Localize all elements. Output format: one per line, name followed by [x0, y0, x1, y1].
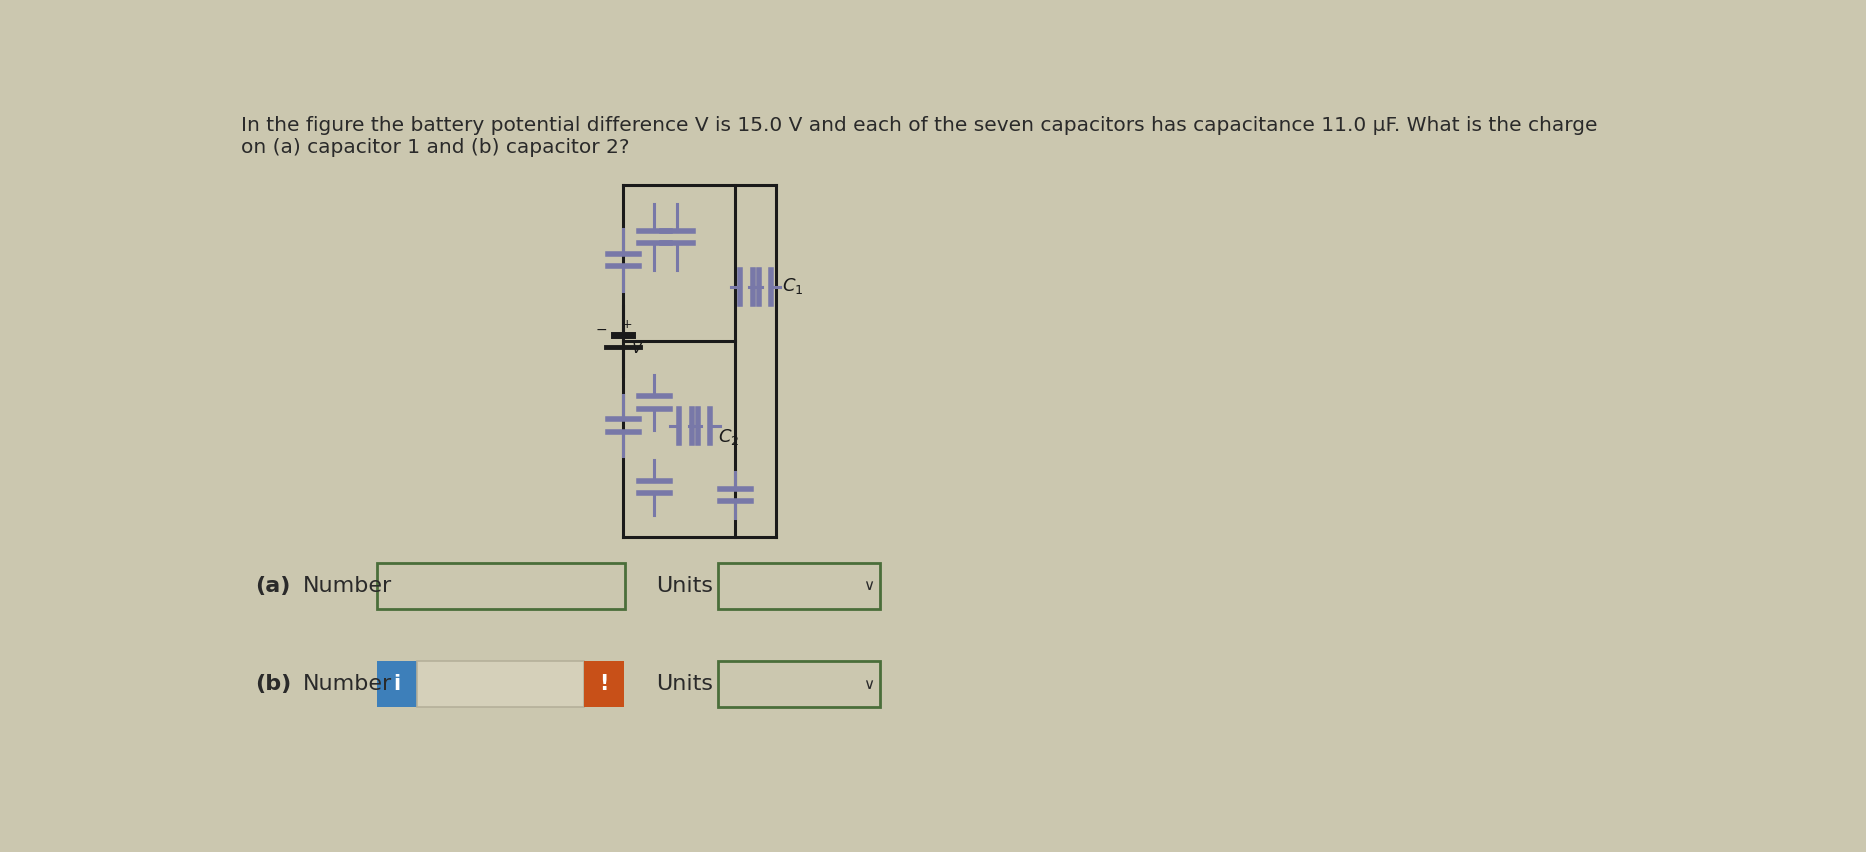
- FancyBboxPatch shape: [377, 661, 416, 707]
- FancyBboxPatch shape: [584, 661, 623, 707]
- FancyBboxPatch shape: [718, 661, 881, 707]
- Text: Units: Units: [655, 675, 713, 694]
- Text: !: !: [599, 675, 608, 694]
- Text: In the figure the battery potential difference V is 15.0 V and each of the seven: In the figure the battery potential diff…: [241, 116, 1597, 135]
- Text: $C_1$: $C_1$: [782, 275, 804, 296]
- Text: Number: Number: [302, 675, 392, 694]
- Text: +: +: [621, 318, 633, 331]
- Text: i: i: [394, 675, 401, 694]
- Text: −: −: [595, 323, 606, 337]
- FancyBboxPatch shape: [416, 661, 584, 707]
- FancyBboxPatch shape: [718, 562, 881, 609]
- FancyBboxPatch shape: [377, 562, 625, 609]
- Text: (a): (a): [256, 576, 291, 596]
- Text: Number: Number: [302, 576, 392, 596]
- Text: (b): (b): [256, 675, 291, 694]
- Text: ∨: ∨: [864, 676, 875, 692]
- Text: Units: Units: [655, 576, 713, 596]
- Text: V: V: [633, 341, 642, 356]
- Text: ∨: ∨: [864, 579, 875, 593]
- Text: $C_2$: $C_2$: [718, 427, 739, 447]
- Text: on (a) capacitor 1 and (b) capacitor 2?: on (a) capacitor 1 and (b) capacitor 2?: [241, 138, 629, 157]
